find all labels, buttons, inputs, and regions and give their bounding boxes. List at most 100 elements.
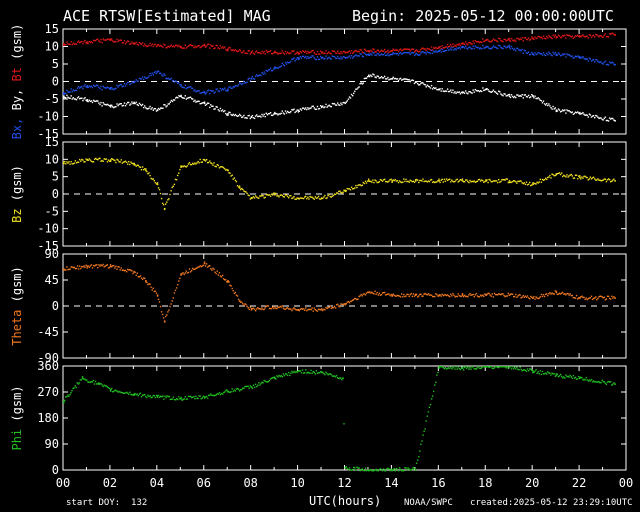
data-point-bx bbox=[143, 106, 145, 109]
data-point-bx bbox=[575, 112, 578, 114]
data-point-bx bbox=[554, 107, 556, 109]
data-point-theta bbox=[90, 264, 93, 266]
data-point-by bbox=[278, 66, 280, 68]
data-point-phi bbox=[208, 394, 210, 397]
data-point-bt bbox=[452, 43, 454, 45]
data-point-bt bbox=[228, 46, 230, 49]
data-point-bx bbox=[98, 102, 100, 104]
data-point-bz bbox=[486, 179, 488, 181]
data-point-bt bbox=[64, 44, 66, 46]
data-point-bt bbox=[438, 46, 440, 49]
data-point-by bbox=[389, 54, 391, 56]
data-point-bx bbox=[545, 104, 547, 106]
data-point-bz bbox=[336, 192, 338, 194]
data-point-bz bbox=[270, 193, 273, 195]
data-point-bz bbox=[485, 179, 487, 181]
data-point-by bbox=[119, 84, 121, 86]
data-point-bz bbox=[313, 198, 315, 200]
data-point-bx bbox=[132, 102, 134, 105]
data-point-by bbox=[414, 53, 417, 56]
data-point-bz bbox=[494, 180, 497, 182]
series-bz bbox=[63, 157, 616, 211]
data-point-phi bbox=[602, 380, 604, 383]
data-point-phi bbox=[505, 367, 507, 369]
data-point-theta bbox=[228, 281, 230, 283]
data-point-bz bbox=[201, 161, 203, 163]
data-point-bx bbox=[522, 97, 524, 99]
y-axis-label-part: (gsm) bbox=[10, 266, 24, 309]
data-point-bz bbox=[538, 181, 540, 183]
data-point-theta bbox=[266, 305, 269, 307]
data-point-theta bbox=[249, 306, 251, 308]
data-point-bt bbox=[471, 43, 473, 45]
data-point-by bbox=[566, 53, 568, 55]
data-point-bx bbox=[394, 77, 396, 80]
data-point-bt bbox=[117, 40, 119, 43]
data-point-bx bbox=[493, 90, 496, 93]
data-point-by bbox=[349, 57, 352, 59]
data-point-bz bbox=[202, 158, 205, 161]
data-point-bt bbox=[104, 39, 106, 41]
data-point-theta bbox=[309, 308, 311, 311]
data-point-bz bbox=[309, 195, 311, 198]
data-point-theta bbox=[104, 265, 106, 267]
data-point-phi bbox=[128, 393, 130, 395]
data-point-bz bbox=[333, 193, 336, 195]
data-point-bt bbox=[89, 41, 92, 44]
data-point-bx bbox=[608, 117, 611, 119]
data-point-bx bbox=[203, 102, 206, 105]
data-point-bx bbox=[331, 102, 334, 105]
data-point-bx bbox=[547, 104, 549, 107]
data-point-by bbox=[227, 88, 229, 91]
data-point-phi bbox=[138, 393, 141, 395]
data-point-theta bbox=[564, 293, 566, 295]
data-point-bz bbox=[519, 180, 521, 182]
data-point-theta bbox=[270, 307, 273, 310]
data-point-bz bbox=[425, 180, 427, 182]
y-tick-label: -90 bbox=[37, 351, 59, 365]
data-point-by bbox=[311, 55, 313, 57]
data-point-phi bbox=[462, 369, 465, 371]
data-point-theta bbox=[439, 294, 441, 296]
data-point-phi bbox=[250, 386, 253, 388]
data-point-bz bbox=[465, 179, 467, 181]
data-point-by bbox=[162, 75, 164, 77]
data-point-phi bbox=[254, 383, 257, 385]
data-point-phi bbox=[436, 374, 438, 376]
data-point-bx bbox=[413, 82, 416, 85]
data-point-phi bbox=[451, 368, 453, 370]
data-point-bz bbox=[198, 162, 200, 164]
data-point-bt bbox=[461, 43, 464, 45]
data-point-phi bbox=[397, 470, 400, 472]
data-point-bz bbox=[272, 194, 274, 196]
data-point-theta bbox=[342, 303, 344, 306]
data-point-bx bbox=[388, 79, 390, 81]
data-point-bx bbox=[266, 114, 269, 116]
data-point-by bbox=[124, 85, 127, 87]
data-point-theta bbox=[555, 291, 558, 294]
data-point-by bbox=[541, 54, 544, 56]
data-point-theta bbox=[599, 295, 601, 297]
data-point-bz bbox=[506, 178, 508, 180]
data-point-phi bbox=[195, 395, 197, 397]
data-point-phi bbox=[165, 396, 167, 399]
data-point-theta bbox=[131, 270, 133, 272]
data-point-bt bbox=[465, 41, 467, 43]
data-point-by bbox=[313, 57, 315, 59]
data-point-by bbox=[170, 77, 173, 80]
data-point-by bbox=[210, 89, 212, 92]
data-point-bz bbox=[409, 179, 411, 181]
data-point-bx bbox=[90, 100, 93, 102]
data-point-phi bbox=[517, 368, 519, 370]
data-point-bz bbox=[285, 194, 288, 196]
data-point-phi bbox=[81, 376, 84, 378]
data-point-bz bbox=[483, 181, 485, 183]
data-point-bx bbox=[594, 117, 596, 119]
data-point-theta bbox=[428, 294, 431, 296]
data-point-bz bbox=[375, 180, 377, 182]
data-point-bx bbox=[613, 119, 615, 121]
data-point-bt bbox=[563, 35, 565, 37]
data-point-bz bbox=[133, 164, 135, 166]
data-point-theta bbox=[451, 295, 453, 297]
data-point-bz bbox=[233, 177, 235, 179]
